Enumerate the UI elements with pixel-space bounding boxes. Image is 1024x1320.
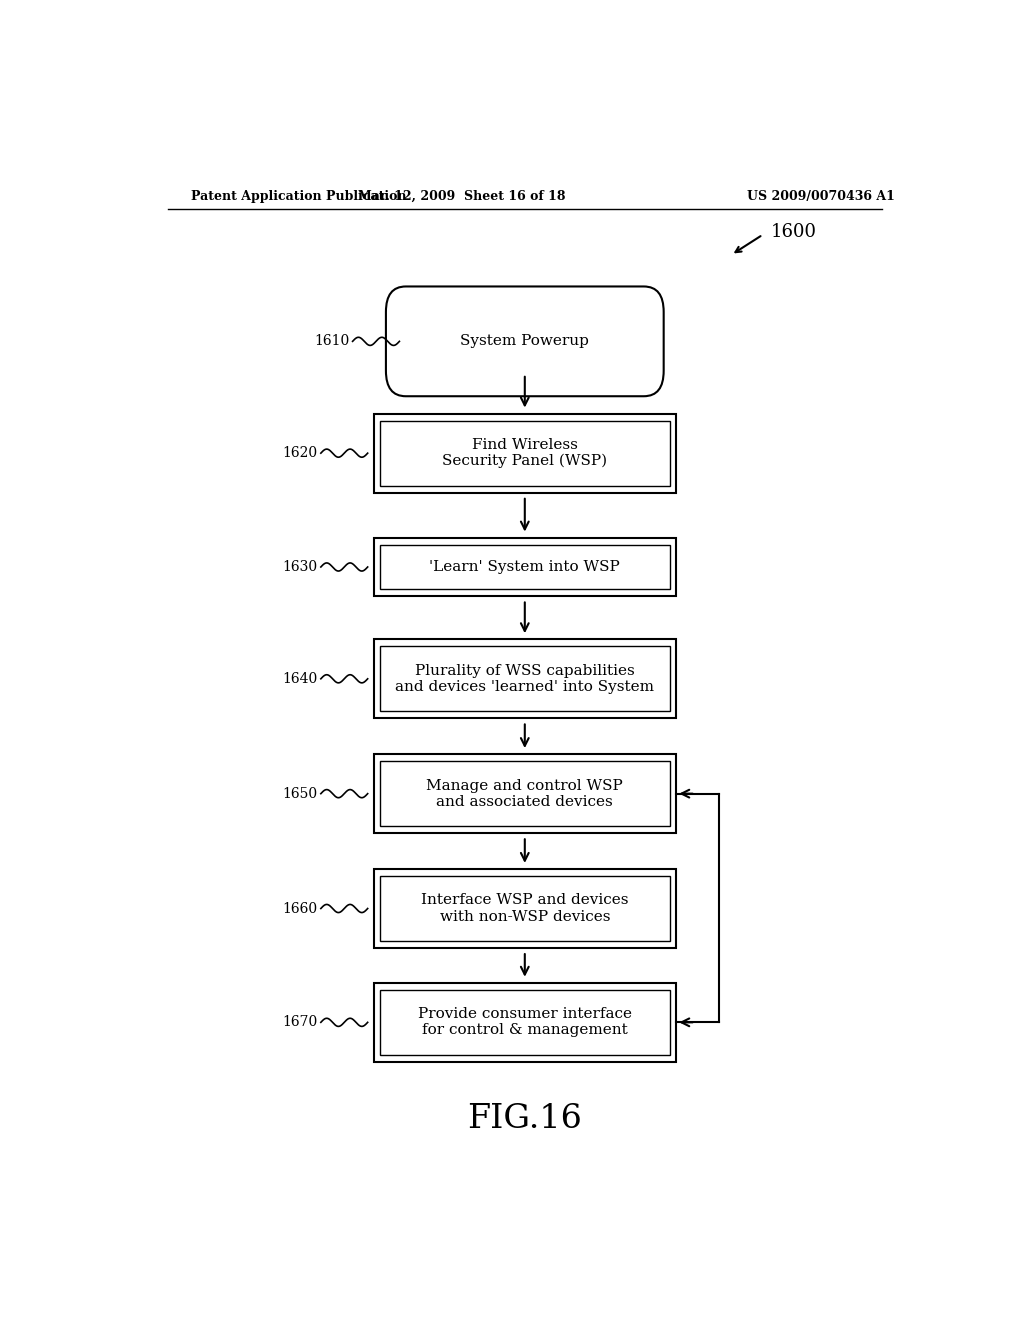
Text: 1640: 1640 [283,672,318,686]
Bar [374,869,676,948]
Bar [374,537,676,597]
Bar [380,545,670,589]
Bar [374,982,676,1063]
Text: 'Learn' System into WSP: 'Learn' System into WSP [429,560,621,574]
Text: 1660: 1660 [283,902,317,916]
Bar [380,876,670,941]
Bar [374,639,676,718]
Text: Mar. 12, 2009  Sheet 16 of 18: Mar. 12, 2009 Sheet 16 of 18 [357,190,565,202]
FancyBboxPatch shape [386,286,664,396]
Text: 1600: 1600 [771,223,817,240]
Text: Plurality of WSS capabilities
and devices 'learned' into System: Plurality of WSS capabilities and device… [395,664,654,694]
Bar [374,413,676,492]
Bar [374,754,676,833]
Bar [380,421,670,486]
Text: 1630: 1630 [283,560,317,574]
Text: 1650: 1650 [283,787,317,801]
Text: Manage and control WSP
and associated devices: Manage and control WSP and associated de… [426,779,624,809]
Text: 1670: 1670 [283,1015,318,1030]
Bar [380,990,670,1055]
Bar [380,647,670,711]
Text: Interface WSP and devices
with non-WSP devices: Interface WSP and devices with non-WSP d… [421,894,629,924]
Text: Find Wireless
Security Panel (WSP): Find Wireless Security Panel (WSP) [442,438,607,469]
Text: FIG.16: FIG.16 [467,1104,583,1135]
Text: Provide consumer interface
for control & management: Provide consumer interface for control &… [418,1007,632,1038]
Text: 1610: 1610 [314,334,350,348]
Text: Patent Application Publication: Patent Application Publication [191,190,407,202]
Text: US 2009/0070436 A1: US 2009/0070436 A1 [748,190,895,202]
Text: System Powerup: System Powerup [461,334,589,348]
Bar [380,762,670,826]
Text: 1620: 1620 [283,446,317,461]
